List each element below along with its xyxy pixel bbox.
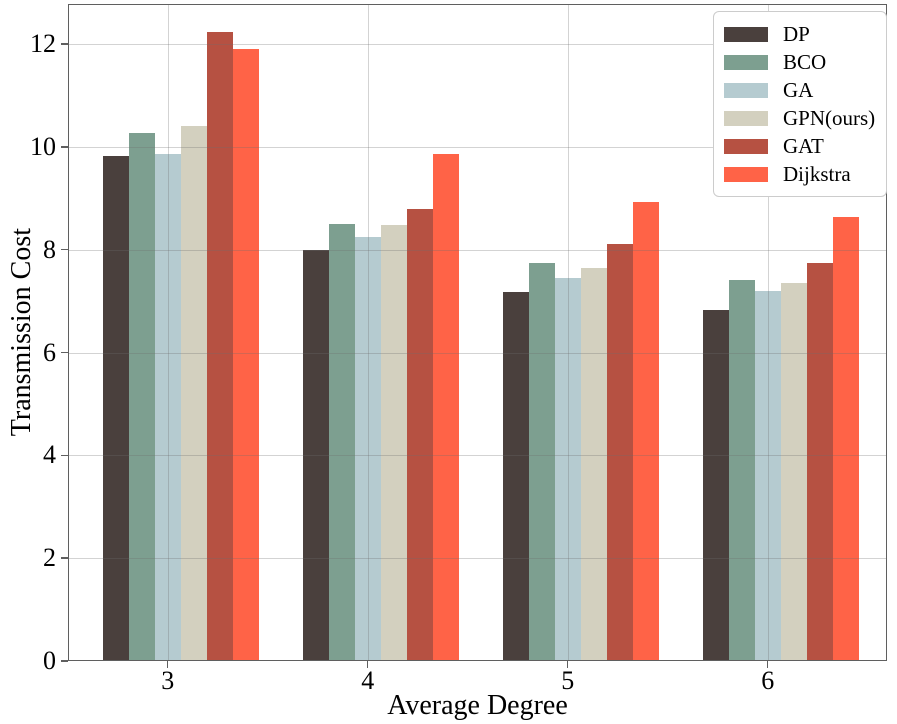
y-tick-label-4: 4 xyxy=(43,440,56,470)
bar-gat-x3 xyxy=(206,31,233,661)
bar-ga-x6 xyxy=(754,290,781,661)
y-tick-label-2: 2 xyxy=(43,543,56,573)
gridline-h-10 xyxy=(68,146,887,148)
x-tick-mark-5 xyxy=(567,661,569,668)
gridline-h-8 xyxy=(68,249,887,251)
bar-gat-x5 xyxy=(606,244,633,661)
y-tick-label-0: 0 xyxy=(43,646,56,675)
bar-ga-x5 xyxy=(554,278,581,661)
bar-bco-x6 xyxy=(728,280,755,661)
legend-label: GAT xyxy=(783,133,824,158)
bar-gpnours-x3 xyxy=(180,126,207,661)
x-tick-mark-4 xyxy=(367,661,369,668)
legend-swatch-icon xyxy=(724,26,768,42)
bar-dijkstra-x4 xyxy=(432,154,459,661)
legend-item-dijkstra: Dijkstra xyxy=(724,160,876,188)
legend-label: DP xyxy=(783,21,810,46)
bar-dijkstra-x5 xyxy=(632,201,659,661)
y-tick-mark-2 xyxy=(61,557,68,559)
gridline-h-12 xyxy=(68,44,887,46)
y-tick-mark-6 xyxy=(61,351,68,354)
bar-ga-x4 xyxy=(354,236,381,661)
bar-bco-x3 xyxy=(128,133,155,661)
legend-swatch-icon xyxy=(724,166,768,182)
bar-ga-x3 xyxy=(154,153,181,661)
bar-gat-x6 xyxy=(806,262,833,661)
bar-gat-x4 xyxy=(406,208,433,661)
y-tick-mark-4 xyxy=(61,454,68,457)
y-tick-label-6: 6 xyxy=(43,337,56,367)
y-tick-mark-0 xyxy=(61,660,68,662)
gridline-h-4 xyxy=(68,455,887,457)
legend-label: GA xyxy=(783,77,814,102)
gridline-v-4 xyxy=(367,4,369,661)
bar-dp-x6 xyxy=(702,309,729,661)
legend-swatch-icon xyxy=(724,82,768,98)
legend-label: GPN(ours) xyxy=(783,105,876,130)
legend-swatch-icon xyxy=(724,138,768,154)
legend-label: BCO xyxy=(783,49,827,74)
x-axis-label: Average Degree xyxy=(387,690,568,721)
legend-item-bco: BCO xyxy=(724,48,876,76)
legend-item-gpnours: GPN(ours) xyxy=(724,104,876,132)
y-tick-mark-8 xyxy=(61,249,68,251)
bar-gpnours-x6 xyxy=(780,283,807,661)
gridline-v-5 xyxy=(567,4,569,661)
bar-dp-x3 xyxy=(102,155,129,661)
bar-dp-x5 xyxy=(502,291,529,661)
y-tick-label-12: 12 xyxy=(30,29,56,59)
bar-bco-x4 xyxy=(328,224,355,661)
y-tick-mark-10 xyxy=(61,146,68,148)
legend-swatch-icon xyxy=(724,54,768,70)
bar-dp-x4 xyxy=(302,249,329,661)
y-tick-label-10: 10 xyxy=(30,131,56,161)
x-tick-label-4: 4 xyxy=(361,666,375,695)
legend-item-dp: DP xyxy=(724,20,876,48)
y-axis-label: Transmission Cost xyxy=(6,228,37,437)
bar-gpnours-x5 xyxy=(580,267,607,661)
bar-gpnours-x4 xyxy=(380,224,407,661)
legend-swatch-icon xyxy=(724,110,768,126)
x-tick-label-3: 3 xyxy=(161,666,175,695)
gridline-h-6 xyxy=(68,352,887,354)
bar-bco-x5 xyxy=(528,263,555,661)
legend-item-gat: GAT xyxy=(724,132,876,160)
legend: DP BCO GA GPN(ours) GAT Dijkstra xyxy=(713,11,887,197)
legend-label: Dijkstra xyxy=(783,161,851,186)
y-tick-label-8: 8 xyxy=(43,234,56,264)
x-tick-label-6: 6 xyxy=(761,666,775,695)
x-tick-label-5: 5 xyxy=(561,666,575,695)
gridline-v-6 xyxy=(767,4,769,661)
y-tick-mark-12 xyxy=(61,43,68,45)
legend-item-ga: GA xyxy=(724,76,876,104)
gridline-h-2 xyxy=(68,558,887,560)
bar-dijkstra-x3 xyxy=(232,48,259,661)
gridline-v-3 xyxy=(167,4,169,661)
x-tick-mark-6 xyxy=(767,661,769,668)
bar-dijkstra-x6 xyxy=(832,216,859,661)
x-tick-mark-3 xyxy=(167,661,169,668)
y-axis-label-container: Transmission Cost xyxy=(0,4,44,661)
